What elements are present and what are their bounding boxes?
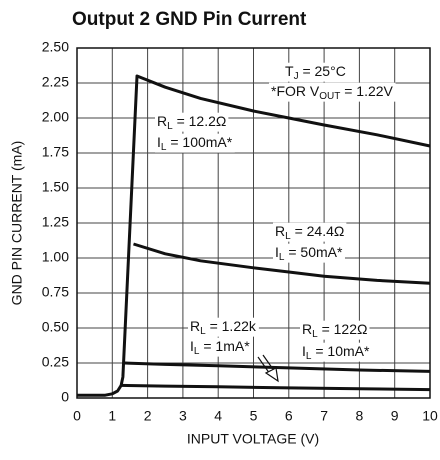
y-tick-label: 2.25 (42, 74, 69, 90)
annotation-text: IL = 50mA* (275, 244, 343, 263)
annotation-bg (273, 243, 345, 263)
annotation-text: RL = 12.2Ω (157, 113, 226, 132)
annotation: IL = 10mA* (300, 342, 372, 362)
annotation-part: L (279, 252, 285, 263)
annotation-part: I (157, 134, 161, 150)
y-tick-label: 1.25 (42, 214, 69, 230)
annotation-part: I (190, 338, 194, 354)
annotation-part: OUT (319, 91, 340, 102)
annotation-part: L (306, 351, 312, 362)
y-tick-label: 2.50 (42, 39, 69, 55)
annotation-part: = 122Ω (318, 321, 368, 337)
annotation-part: = 12.2Ω (173, 113, 227, 129)
annotation-text: TJ = 25°C (285, 63, 346, 82)
y-tick-label: 2.00 (42, 109, 69, 125)
annotation-part: J (294, 71, 299, 82)
x-tick-label: 1 (108, 408, 116, 424)
annotation-part: R (302, 321, 312, 337)
annotation-part: = 1.22V (340, 83, 393, 99)
annotation-part: = 10mA* (311, 343, 370, 359)
x-axis-label: INPUT VOLTAGE (V) (187, 431, 319, 447)
x-tick-label: 10 (422, 408, 438, 424)
annotation-bg (155, 133, 235, 153)
annotation-part: T (285, 63, 294, 79)
curves (77, 74, 431, 397)
annotation-text: IL = 1mA* (190, 338, 250, 357)
annotation-part: L (167, 121, 173, 132)
annotation: IL = 1mA* (188, 337, 253, 357)
annotation: *FOR VOUT = 1.22V (269, 82, 396, 102)
x-tick-label: 7 (320, 408, 328, 424)
annotation-text: RL = 24.4Ω (275, 223, 344, 242)
chart-title: Output 2 GND Pin Current (72, 9, 307, 30)
annotation-part: = 50mA* (284, 244, 343, 260)
annotation: RL = 1.22k (188, 317, 259, 337)
annotation: RL = 122Ω (300, 320, 370, 340)
annotation-part: = 100mA* (166, 134, 232, 150)
annotation-bg (300, 342, 372, 362)
annotation-part: L (161, 142, 167, 153)
y-tick-label: 0 (61, 389, 69, 405)
annotation-bg (188, 337, 253, 357)
annotation-part: R (157, 113, 167, 129)
annotation-bg (155, 112, 229, 132)
plot-frame (76, 47, 431, 399)
annotation-part: R (190, 318, 200, 334)
annotation: TJ = 25°C (283, 62, 348, 82)
annotation: RL = 12.2Ω (155, 112, 229, 132)
x-tick-label: 4 (214, 408, 222, 424)
x-tick-label: 0 (73, 408, 81, 424)
annotation-part: = 25°C (299, 63, 346, 79)
x-tick-label: 9 (391, 408, 399, 424)
annotation-part: L (285, 231, 291, 242)
annotation-part: L (200, 326, 206, 337)
annotation-part: *FOR V (271, 83, 320, 99)
annotation-text: RL = 1.22k (190, 318, 257, 337)
arrow (257, 354, 279, 383)
annotation-part: = 24.4Ω (291, 223, 345, 239)
y-axis-label: GND PIN CURRENT (mA) (9, 141, 25, 306)
annotation-text: IL = 100mA* (157, 134, 233, 153)
x-tick-label: 8 (356, 408, 364, 424)
line (77, 74, 431, 397)
x-tick-label: 2 (144, 408, 152, 424)
annotation-part: I (302, 343, 306, 359)
y-tick-label: 1.75 (42, 144, 69, 160)
annotation: IL = 100mA* (155, 133, 235, 153)
y-tick-label: 0.25 (42, 354, 69, 370)
y-tick-label: 0.75 (42, 284, 69, 300)
annotation-text: RL = 122Ω (302, 321, 367, 340)
annotation-bg (300, 320, 370, 340)
y-tick-label: 1.00 (42, 249, 69, 265)
annotation-bg (283, 62, 348, 82)
annotation-part: I (275, 244, 279, 260)
y-tick-label: 1.50 (42, 179, 69, 195)
line (124, 361, 431, 373)
x-tick-label: 5 (250, 408, 258, 424)
annotation-bg (188, 317, 259, 337)
annotation-part: L (312, 329, 318, 340)
annotation-part: L (194, 346, 200, 357)
y-tick-label: 0.50 (42, 319, 69, 335)
annotation: IL = 50mA* (273, 243, 345, 263)
annotation-text: IL = 10mA* (302, 343, 370, 362)
annotation-part: = 1.22k (206, 318, 257, 334)
line (133, 242, 431, 285)
x-tick-label: 6 (285, 408, 293, 424)
annotation-bg (269, 82, 396, 102)
annotation-part: = 1mA* (199, 338, 250, 354)
annotation-part: R (275, 223, 285, 239)
x-tick-label: 3 (179, 408, 187, 424)
annotation: RL = 24.4Ω (273, 222, 347, 242)
annotation-text: *FOR VOUT = 1.22V (271, 83, 394, 102)
line (121, 383, 431, 392)
annotation-bg (273, 222, 347, 242)
